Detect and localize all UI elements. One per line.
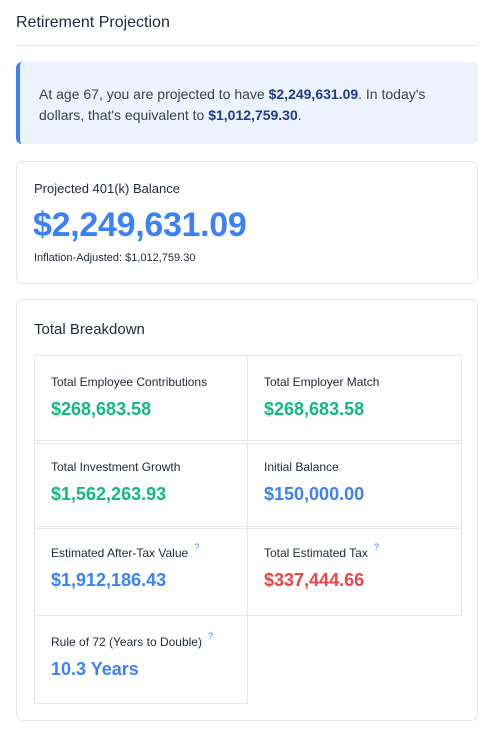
breakdown-item-investment-growth: Total Investment Growth $1,562,263.93	[34, 440, 248, 529]
breakdown-item-employer-match: Total Employer Match $268,683.58	[247, 355, 462, 444]
breakdown-item-label: Estimated After-Tax Value	[51, 546, 189, 560]
breakdown-item-label-row: Rule of 72 (Years to Double) ?	[51, 631, 247, 649]
breakdown-item-initial-balance: Initial Balance $150,000.00	[247, 440, 462, 529]
projected-balance-value: $2,249,631.09	[33, 206, 247, 244]
inflation-adjusted-value: Inflation-Adjusted: $1,012,759.30	[34, 252, 196, 264]
breakdown-item-value: 10.3 Years	[51, 659, 139, 679]
breakdown-item-label: Total Employee Contributions	[51, 375, 208, 389]
breakdown-item-value: $150,000.00	[264, 484, 365, 504]
summary-projected-amount: $2,249,631.09	[268, 86, 359, 102]
total-breakdown-card: Total Breakdown Total Employee Contribut…	[16, 299, 478, 721]
summary-adjusted-amount: $1,012,759.30	[208, 107, 298, 123]
breakdown-item-label: Total Estimated Tax	[264, 546, 368, 560]
breakdown-item-value: $1,912,186.43	[51, 570, 167, 590]
help-icon[interactable]: ?	[373, 542, 379, 552]
page-title: Retirement Projection	[16, 14, 170, 31]
breakdown-title: Total Breakdown	[34, 321, 145, 338]
summary-prefix: At age 67, you are projected to have	[39, 86, 269, 102]
breakdown-item-after-tax-value: Estimated After-Tax Value ? $1,912,186.4…	[34, 526, 248, 616]
breakdown-item-label: Rule of 72 (Years to Double)	[51, 635, 202, 649]
breakdown-item-label: Initial Balance	[264, 460, 339, 474]
breakdown-item-value: $268,683.58	[264, 399, 365, 419]
breakdown-item-employee-contributions: Total Employee Contributions $268,683.58	[34, 355, 248, 444]
projection-summary-alert: At age 67, you are projected to have $2,…	[16, 62, 478, 144]
breakdown-item-value: $268,683.58	[51, 399, 152, 419]
breakdown-grid: Total Employee Contributions $268,683.58…	[34, 355, 462, 704]
breakdown-item-label: Total Investment Growth	[51, 460, 181, 474]
summary-suffix: .	[297, 107, 302, 123]
breakdown-item-value: $1,562,263.93	[51, 484, 167, 504]
help-icon[interactable]: ?	[207, 631, 213, 641]
help-icon[interactable]: ?	[194, 542, 200, 552]
projected-balance-label: Projected 401(k) Balance	[34, 181, 180, 196]
breakdown-item-estimated-tax: Total Estimated Tax ? $337,444.66	[247, 526, 462, 616]
breakdown-item-value: $337,444.66	[264, 570, 365, 590]
breakdown-item-label: Total Employer Match	[264, 375, 380, 389]
summary-middle: . In today's dollars, that's equivalent …	[39, 86, 426, 123]
title-divider	[16, 45, 478, 46]
breakdown-item-label-row: Total Estimated Tax ?	[264, 542, 461, 560]
breakdown-item-rule-of-72: Rule of 72 (Years to Double) ? 10.3 Year…	[34, 615, 248, 704]
breakdown-item-label-row: Estimated After-Tax Value ?	[51, 542, 247, 560]
projected-balance-card: Projected 401(k) Balance $2,249,631.09 I…	[16, 161, 478, 284]
